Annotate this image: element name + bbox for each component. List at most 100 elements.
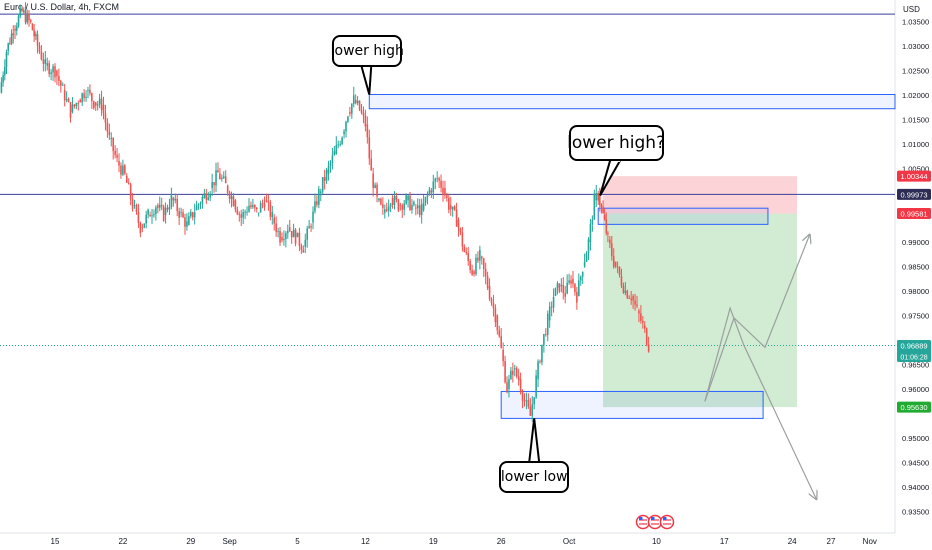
candle-body xyxy=(283,239,285,241)
y-tick-label: 1.02000 xyxy=(902,91,929,100)
candle-body xyxy=(0,82,3,93)
candle-body xyxy=(556,283,559,288)
candle-body xyxy=(314,201,316,212)
candle-body xyxy=(442,187,444,194)
candle-body xyxy=(232,196,235,206)
candle-body xyxy=(147,209,149,215)
candle-body xyxy=(28,13,30,21)
candle-body xyxy=(628,298,631,299)
candle-body xyxy=(525,400,528,402)
candle-body xyxy=(467,253,470,262)
candle-body xyxy=(436,178,438,180)
candle-body xyxy=(612,256,615,267)
candle-body xyxy=(265,200,268,202)
candle-body xyxy=(482,258,485,270)
candle-body xyxy=(174,198,177,201)
candle-body xyxy=(318,188,320,205)
candle-body xyxy=(502,349,504,362)
candle-body xyxy=(422,202,425,211)
candle-body xyxy=(188,216,190,225)
currency-label: USD xyxy=(903,5,920,14)
annotation-callout[interactable]: lower high? xyxy=(567,125,665,162)
candle-body xyxy=(560,284,563,287)
candle-body xyxy=(382,204,384,208)
candle-body xyxy=(366,124,369,138)
candle-body xyxy=(184,217,186,227)
candle-body xyxy=(190,212,192,217)
candle-body xyxy=(166,207,169,210)
zone-rect xyxy=(500,390,764,419)
candle-body xyxy=(428,189,431,195)
candle-body xyxy=(254,205,256,208)
y-tick-label: 1.03000 xyxy=(902,42,929,51)
candle-body xyxy=(222,176,225,178)
candle-body xyxy=(207,197,210,200)
candle-body xyxy=(451,206,454,210)
annotation-callout[interactable]: lower high xyxy=(331,34,404,67)
candle-body xyxy=(484,269,487,277)
candle-body xyxy=(50,72,52,75)
y-tick-label: 0.96500 xyxy=(902,361,929,370)
candle-body xyxy=(89,89,91,94)
y-tick-label: 1.01500 xyxy=(902,116,929,125)
x-tick-label: Oct xyxy=(563,537,576,546)
price-axis-label-sub: 01:06:28 xyxy=(900,354,927,361)
candle-body xyxy=(574,283,576,293)
candle-body xyxy=(65,98,68,101)
candle-body xyxy=(513,368,516,370)
price-axis-label xyxy=(897,401,931,413)
candle-body xyxy=(335,144,338,154)
candle-body xyxy=(593,193,596,220)
candle-body xyxy=(98,98,101,105)
candle-body xyxy=(372,173,374,188)
candle-body xyxy=(56,70,58,77)
candle-body xyxy=(610,243,613,257)
candle-body xyxy=(354,99,357,104)
candle-body xyxy=(498,330,501,337)
candle-body xyxy=(609,239,611,244)
candle-body xyxy=(158,204,161,208)
candle-body xyxy=(626,291,629,299)
candle-body xyxy=(339,143,341,145)
candle-body xyxy=(376,184,378,197)
candle-body xyxy=(176,198,179,212)
candle-body xyxy=(585,252,588,262)
candle-body xyxy=(595,193,598,201)
candle-body xyxy=(529,406,532,416)
candle-body xyxy=(515,368,518,377)
candle-body xyxy=(40,51,43,60)
candle-body xyxy=(607,232,609,234)
candle-body xyxy=(492,302,495,308)
position-stop-zone xyxy=(603,176,798,214)
candle-body xyxy=(550,306,553,308)
candle-body xyxy=(155,207,157,215)
candle-body xyxy=(568,280,570,283)
us-flag-icon xyxy=(659,514,675,530)
candle-body xyxy=(120,165,122,175)
candle-body xyxy=(180,212,182,214)
candle-body xyxy=(296,232,299,238)
candle-body xyxy=(164,207,167,216)
candle-body xyxy=(444,188,446,196)
candle-body xyxy=(19,8,22,17)
candle-body xyxy=(257,212,260,214)
candle-body xyxy=(643,325,646,329)
candle-body xyxy=(12,33,15,36)
candle-body xyxy=(558,283,561,292)
candle-body xyxy=(578,280,580,296)
candle-body xyxy=(426,194,429,197)
candle-body xyxy=(279,230,281,243)
candle-body xyxy=(473,271,475,275)
candle-body xyxy=(91,93,93,102)
symbol-label[interactable]: Euro / U.S. Dollar, 4h, FXCM xyxy=(4,2,120,12)
candle-body xyxy=(459,228,462,233)
candle-body xyxy=(583,261,586,267)
candle-body xyxy=(287,230,289,234)
candle-body xyxy=(546,313,549,335)
candle-body xyxy=(191,212,194,218)
candle-body xyxy=(248,205,250,212)
candle-body xyxy=(133,205,136,206)
annotation-callout[interactable]: lower low xyxy=(499,461,570,494)
candle-group xyxy=(0,2,650,422)
